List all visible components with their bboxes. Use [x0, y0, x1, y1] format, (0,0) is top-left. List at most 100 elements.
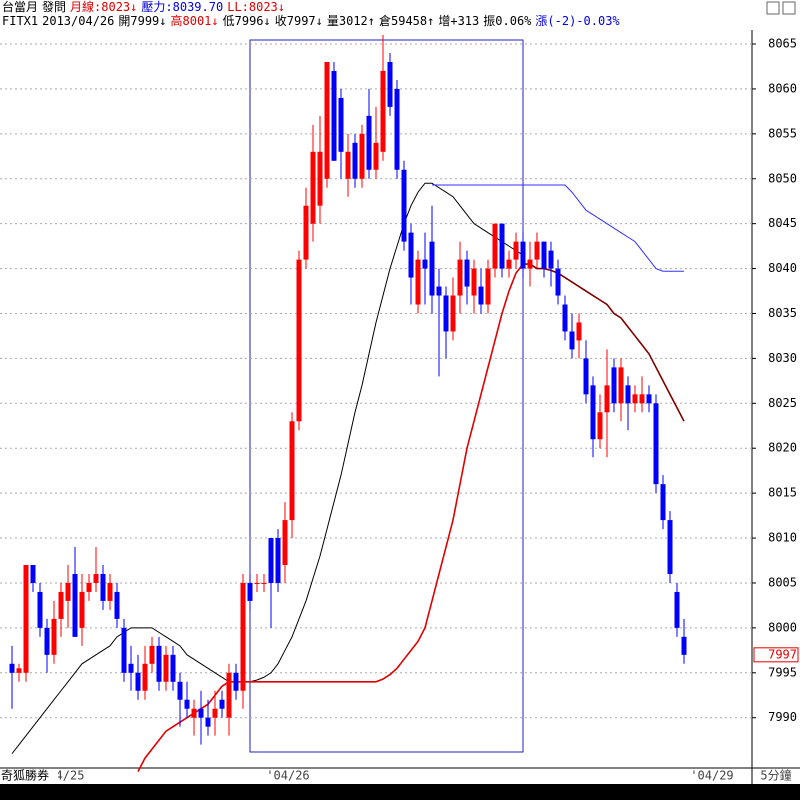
candle-body [121, 627, 127, 673]
candle-body [681, 636, 687, 655]
candle-body [289, 421, 295, 521]
candle-body [324, 61, 330, 179]
candle-body [86, 582, 92, 592]
header-item: 倉59458↑ [379, 14, 435, 28]
candle-body [359, 133, 365, 179]
header-item: 低7996↓ [222, 14, 271, 28]
candle-body [114, 591, 120, 619]
header-item: 增+313 [438, 14, 480, 28]
candle-body [303, 205, 309, 260]
candle-body [226, 672, 232, 718]
candle-body [177, 681, 183, 700]
candle-body [205, 717, 211, 727]
candle-body [590, 385, 596, 440]
candle-body [233, 672, 239, 691]
y-tick-label: 7990 [768, 710, 797, 724]
y-tick-label: 8010 [768, 531, 797, 545]
candle-body [23, 564, 29, 673]
candle-body [667, 520, 673, 574]
candle-body [317, 151, 323, 206]
candle-body [30, 564, 36, 583]
indicator-line [523, 263, 685, 422]
x-label: 4/25 [56, 769, 85, 783]
candle-body [555, 268, 561, 296]
candle-body [156, 645, 162, 682]
indicator-line [432, 184, 684, 272]
header-item: 2013/04/26 [42, 14, 115, 28]
candle-body [212, 708, 218, 718]
candle-body [576, 322, 582, 341]
candle-body [128, 663, 134, 673]
header-item: 壓力:8039.70 [141, 0, 224, 14]
candle-body [457, 259, 463, 296]
candle-body [674, 591, 680, 628]
candle-body [597, 412, 603, 440]
candle-body [443, 295, 449, 332]
candle-body [660, 484, 666, 521]
candle-body [478, 286, 484, 305]
candle-body [380, 70, 386, 152]
candle-body [415, 259, 421, 305]
candle-body [345, 151, 351, 179]
candle-body [373, 142, 379, 170]
x-label: '04/29 [690, 769, 733, 783]
candle-body [254, 582, 260, 584]
header-item: 高8001↓ [170, 14, 219, 28]
candle-body [352, 142, 358, 179]
candle-body [261, 582, 267, 584]
candle-body [72, 573, 78, 637]
candle-body [506, 259, 512, 269]
y-tick-label: 8025 [768, 396, 797, 410]
candle-body [142, 663, 148, 691]
bottom-strip [0, 784, 800, 800]
candle-body [541, 241, 547, 269]
candle-body [618, 367, 624, 404]
candle-body [184, 699, 190, 709]
header-item: 發問 [42, 0, 67, 14]
candle-body [625, 385, 631, 404]
candle-body [149, 645, 155, 664]
y-tick-label: 8040 [768, 261, 797, 275]
header-item: 漲(-2)-0.03% [535, 14, 620, 28]
candle-body [331, 70, 337, 161]
y-tick-label: 8060 [768, 81, 797, 95]
candle-body [583, 358, 589, 395]
candle-body [366, 115, 372, 170]
candle-body [548, 250, 554, 269]
x-label: '04/26 [266, 769, 309, 783]
window-button[interactable] [782, 1, 796, 15]
candle-body [107, 582, 113, 601]
candle-body [485, 268, 491, 305]
candle-body [569, 331, 575, 350]
candle-body [639, 394, 645, 404]
candle-body [471, 268, 477, 296]
brand: 奇狐勝券 [1, 768, 49, 783]
candle-body [51, 618, 57, 655]
candle-body [93, 573, 99, 583]
candle-body [450, 295, 456, 332]
candle-body [513, 241, 519, 260]
brand-bg [0, 769, 58, 783]
header-item: FITX1 [2, 14, 39, 28]
header-item: 月線:8023↓ [70, 0, 138, 14]
header-item: 振0.06% [483, 14, 532, 28]
candle-body [198, 708, 204, 718]
indicator-line [137, 263, 524, 772]
header-item: 開7999↓ [118, 14, 167, 28]
y-tick-label: 8005 [768, 575, 797, 589]
header-line: FITX1 2013/04/26 開7999↓ 高8001↓ 低7996↓ 收7997↓ 量… [2, 14, 624, 28]
candle-body [387, 61, 393, 107]
y-tick-label: 8055 [768, 126, 797, 140]
candle-body [653, 403, 659, 485]
candle-body [492, 223, 498, 269]
candle-body [9, 663, 15, 673]
candle-body [282, 520, 288, 565]
candle-body [16, 668, 22, 673]
candle-body [394, 88, 400, 170]
candle-body [44, 627, 50, 655]
candle-body [268, 538, 274, 583]
header-item: 量3012↑ [326, 14, 375, 28]
window-button[interactable] [766, 1, 780, 15]
y-tick-label: 8065 [768, 37, 797, 51]
candle-body [632, 394, 638, 404]
